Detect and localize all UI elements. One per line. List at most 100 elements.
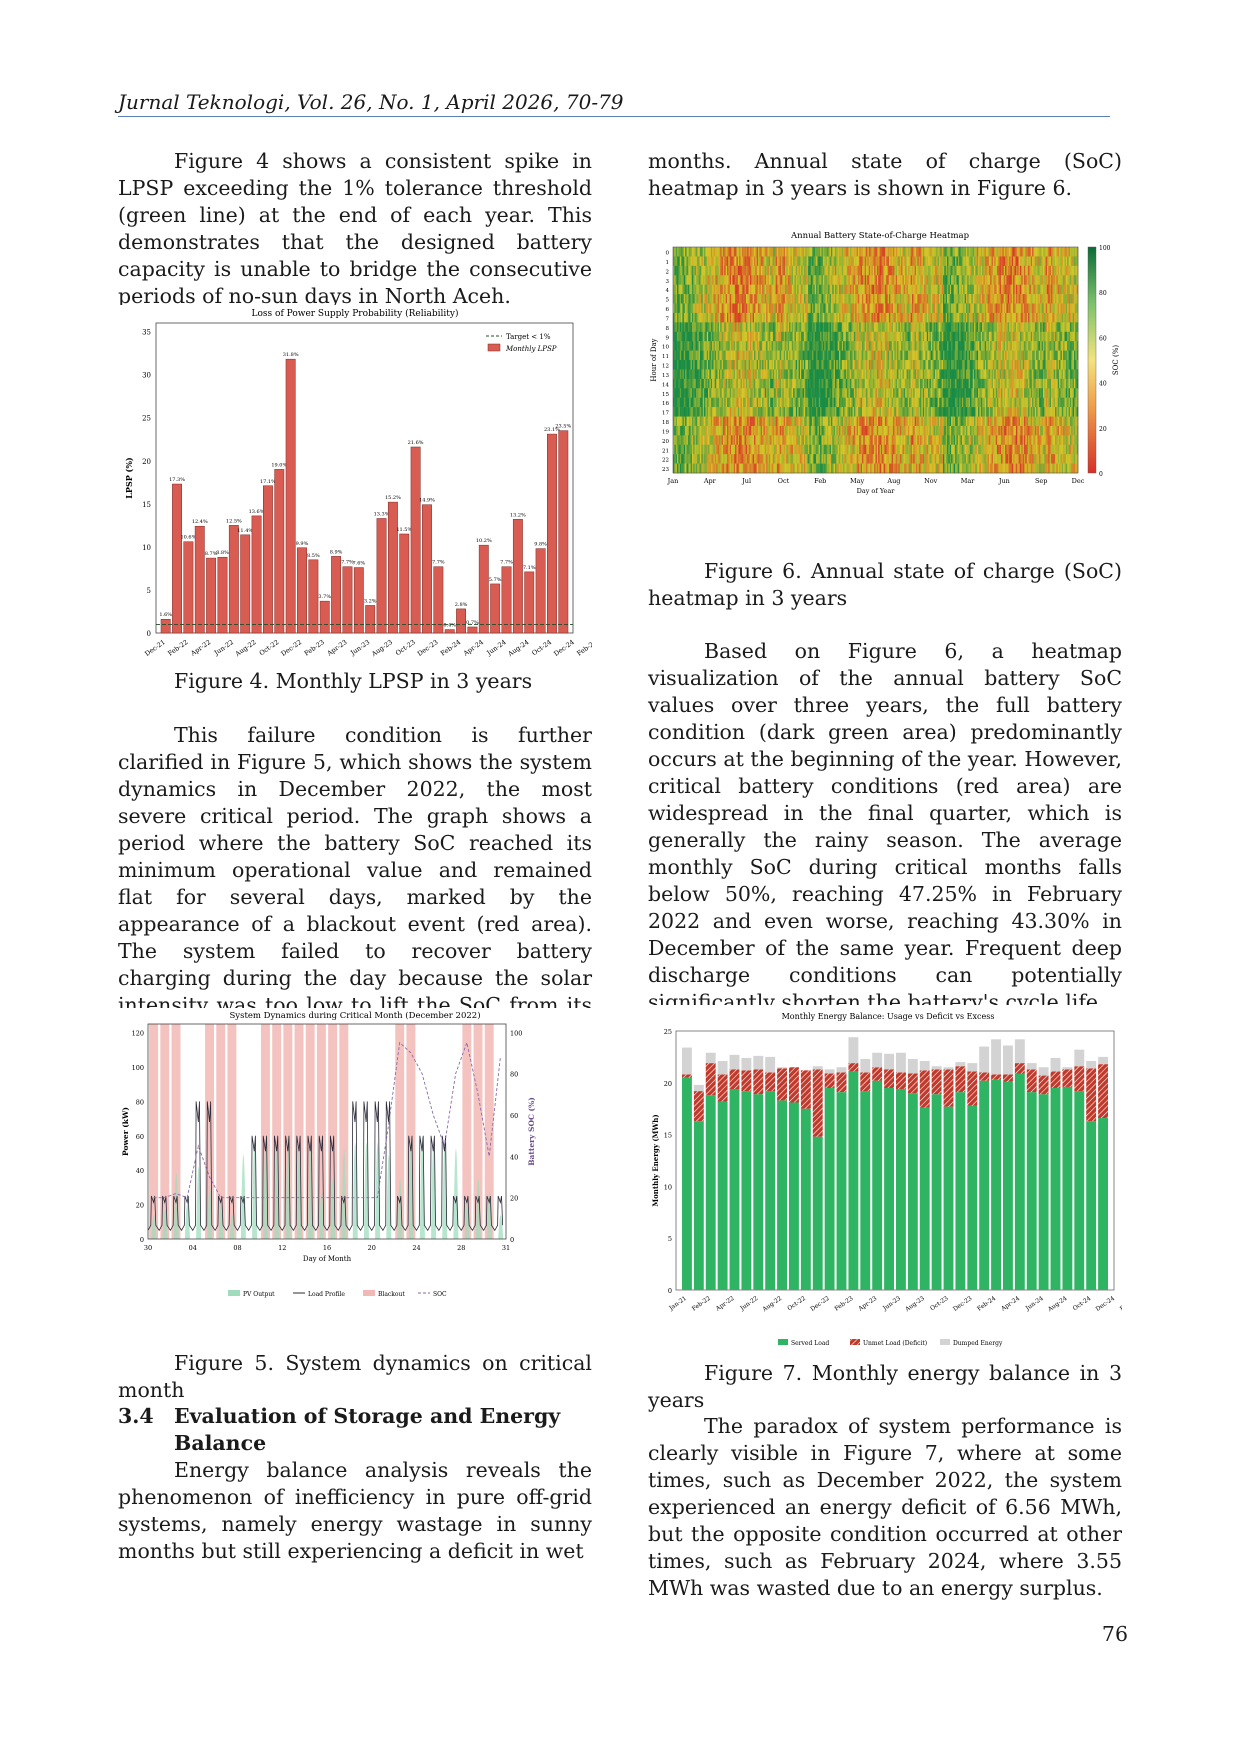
fig6-heatmap-cell (848, 444, 851, 455)
fig6-heatmap-cell (801, 425, 803, 436)
fig6-heatmap-cell (758, 454, 760, 464)
fig6-heatmap-cell (725, 265, 728, 276)
fig6-heatmap-cell (840, 341, 843, 351)
fig6-heatmap-cell (779, 435, 782, 446)
fig6-heatmap-cell (731, 350, 733, 361)
fig6-heatmap-cell (686, 284, 689, 295)
fig6-heatmap-cell (790, 256, 793, 267)
fig6-heatmap-cell (849, 331, 852, 342)
fig6-heatmap-cell (875, 275, 878, 285)
fig6-heatmap-cell (852, 247, 855, 257)
fig6-heatmap-cell (687, 360, 690, 370)
fig6-heatmap-cell (940, 463, 942, 474)
fig6-heatmap-cell (837, 294, 840, 304)
fig6-heatmap-cell (697, 312, 699, 323)
fig6-heatmap-cell (694, 265, 697, 276)
fig6-heatmap-cell (857, 341, 860, 351)
fig6-heatmap-cell (933, 247, 936, 257)
fig6-heatmap-cell (690, 407, 693, 417)
fig6-heatmap-cell (934, 397, 937, 408)
fig6-heatmap-cell (884, 303, 887, 314)
fig6-heatmap-cell (895, 416, 898, 427)
fig6-heatmap-cell (909, 388, 911, 398)
fig6-heatmap-cell (787, 369, 790, 380)
fig6-heatmap-cell (801, 435, 803, 446)
fig6-heatmap-cell (916, 360, 918, 370)
fig6-heatmap-cell (871, 454, 874, 464)
fig4-data-label: 31.8% (283, 352, 299, 358)
fig6-heatmap-cell (862, 350, 864, 361)
fig6-heatmap-cell (678, 350, 681, 361)
fig6-heatmap-cell (883, 303, 886, 314)
fig6-heatmap-cell (833, 444, 836, 455)
fig6-heatmap-cell (681, 444, 683, 455)
fig6-heatmap-cell (833, 435, 836, 446)
fig6-heatmap-cell (743, 312, 745, 323)
fig6-heatmap-cell (741, 416, 744, 427)
fig6-heatmap-cell (735, 284, 737, 295)
fig6-heatmap-cell (803, 256, 806, 267)
fig6-heatmap-cell (897, 444, 899, 455)
fig6-heatmap-cell (749, 350, 752, 361)
fig6-heatmap-cell (749, 454, 752, 464)
fig6-heatmap-cell (767, 378, 770, 389)
fig6-heatmap-cell (863, 322, 865, 333)
fig5-blackout-band (339, 1024, 349, 1239)
fig6-heatmap-cell (872, 435, 875, 446)
fig6-heatmap-cell (844, 331, 847, 342)
fig6-heatmap-cell (779, 416, 782, 427)
fig6-heatmap-cell (813, 247, 816, 257)
fig6-heatmap-cell (820, 416, 822, 427)
fig6-heatmap-cell (814, 435, 817, 446)
fig6-heatmap-cell (749, 435, 752, 446)
fig6-heatmap-cell (910, 331, 913, 342)
fig6-heatmap-cell (824, 284, 826, 295)
fig6-heatmap-cell (776, 454, 779, 464)
fig6-heatmap-cell (702, 275, 705, 285)
fig6-heatmap-cell (727, 275, 729, 285)
fig6-heatmap-cell (781, 312, 783, 323)
fig6-heatmap-cell (849, 388, 852, 398)
fig6-heatmap-cell (930, 369, 933, 380)
fig6-heatmap-cell (880, 247, 883, 257)
fig6-heatmap-cell (880, 341, 883, 351)
fig4-title: Loss of Power Supply Probability (Reliab… (252, 308, 459, 319)
fig6-heatmap-cell (897, 397, 899, 408)
fig6-heatmap-cell (928, 425, 930, 436)
fig6-heatmap-cell (894, 331, 897, 342)
fig6-heatmap-cell (929, 256, 932, 267)
fig6-heatmap-cell (878, 360, 880, 370)
fig6-heatmap-cell (822, 265, 825, 276)
fig6-heatmap-cell (833, 360, 836, 370)
fig6-heatmap-cell (835, 350, 837, 361)
fig6-heatmap-cell (681, 463, 683, 474)
fig6-heatmap-cell (875, 360, 878, 370)
fig6-heatmap-cell (863, 360, 865, 370)
fig6-heatmap-cell (797, 407, 799, 417)
fig6-heatmap-cell (883, 360, 886, 370)
fig6-heatmap-cell (786, 322, 789, 333)
fig6-heatmap-cell (875, 463, 878, 474)
fig6-heatmap-cell (841, 331, 844, 342)
fig6-heatmap-cell (678, 294, 681, 304)
fig6-heatmap-cell (833, 256, 836, 267)
fig6-heatmap-cell (871, 256, 874, 267)
fig6-heatmap-cell (752, 312, 755, 323)
fig6-heatmap-cell (678, 416, 681, 427)
fig6-heatmap-cell (832, 454, 834, 464)
fig5-y2tick-label: 100 (510, 1029, 522, 1037)
fig6-heatmap-cell (722, 407, 725, 417)
fig6-heatmap-cell (714, 341, 717, 351)
fig6-heatmap-cell (863, 294, 865, 304)
fig6-heatmap-cell (855, 463, 857, 474)
fig4-chart: Loss of Power Supply Probability (Reliab… (124, 308, 599, 659)
fig6-heatmap-cell (822, 275, 825, 285)
fig6-heatmap-cell (879, 407, 882, 417)
fig6-heatmap-cell (744, 397, 747, 408)
fig6-heatmap-cell (906, 397, 909, 408)
fig6-heatmap-cell (803, 284, 806, 295)
fig6-heatmap-cell (856, 341, 859, 351)
fig6-heatmap-cell (778, 388, 780, 398)
fig6-heatmap-cell (740, 341, 743, 351)
fig6-heatmap-cell (793, 303, 795, 314)
